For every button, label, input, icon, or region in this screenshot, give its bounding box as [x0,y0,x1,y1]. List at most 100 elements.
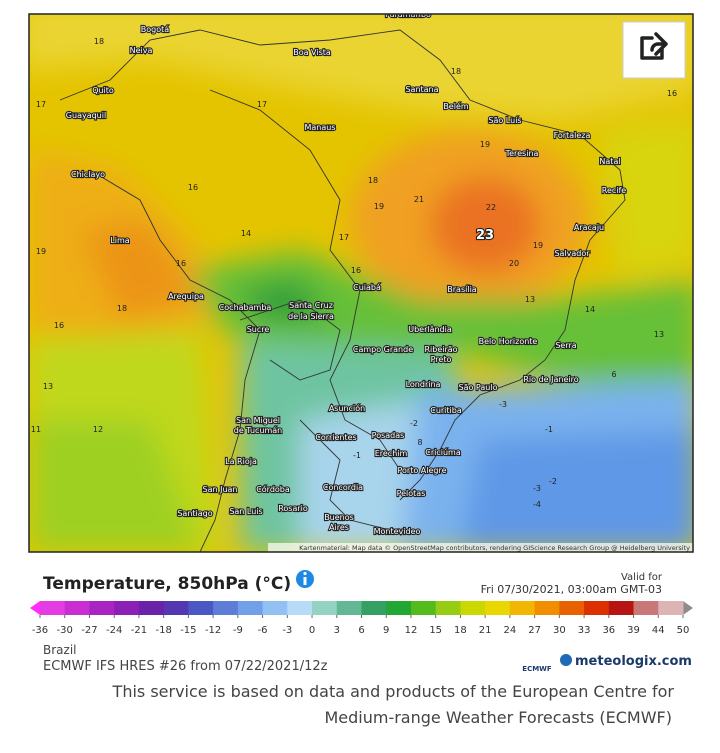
colorbar-tick-label: -36 [32,625,48,636]
colorbar-segment [410,601,437,615]
contour-label: 20 [509,259,519,268]
city-label: Cochabamba [219,303,272,312]
contour-label: 17 [36,100,46,109]
colorbar-segment [386,601,412,615]
city-label: Criciúma [425,448,461,457]
contour-label: 19 [533,241,543,250]
colorbar-segment [188,601,214,615]
contour-label: -3 [533,484,541,493]
contour-label: -1 [545,425,553,434]
city-label: Lima [110,236,129,245]
city-label: Guayaquil [66,111,106,120]
region: Brazil [43,643,77,657]
city-label: Rosario [278,504,308,513]
city-label: Aires [329,523,349,532]
valid-time: Fri 07/30/2021, 03:00am GMT-03 [481,583,662,596]
contour-label: 23 [476,228,494,243]
city-label: Asunción [329,403,365,413]
city-label: San Juan [203,485,238,494]
city-label: Posadas [372,431,405,440]
colorbar-tick-label: 36 [602,625,615,636]
info-icon[interactable] [296,570,314,588]
city-label: San Miguel [236,416,280,425]
contour-label: 19 [480,140,490,149]
city-label: Natal [599,157,620,166]
city-label: Concordia [323,483,363,492]
brand: meteologix.com [575,654,692,669]
city-label: Chiclayo [71,170,105,179]
contour-label: 8 [417,438,422,447]
city-label: Arequipa [168,292,204,301]
colorbar-tick-label: 50 [677,625,690,636]
city-label: Aracaju [574,223,604,232]
city-label: Pelotas [397,489,426,498]
colorbar-segment [213,601,239,615]
colorbar-tick-label: 27 [528,625,541,636]
colorbar-segment [138,601,165,615]
city-label: Buenos [324,513,354,522]
colorbar-segment [64,601,90,615]
colorbar-tick-label: -9 [233,625,243,636]
city-label: Londrina [406,380,441,389]
contour-label: -2 [410,419,418,428]
city-label: Curitiba [430,406,462,415]
city-label: de la Sierra [288,312,334,321]
city-label: Campo Grande [353,345,413,354]
legend-title: Temperature, 850hPa (°C) [43,574,291,594]
contour-label: 19 [374,202,384,211]
city-label: Santiago [177,509,212,518]
city-label: Santa Cruz [289,301,333,310]
city-label: Montevideo [374,527,421,536]
colorbar-segment [89,601,115,615]
contour-label: 18 [451,67,461,76]
valid-label: Valid for [621,572,663,583]
attribution: Kartenmaterial: Map data © OpenStreetMap… [299,544,690,552]
colorbar-tick-label: 15 [429,625,442,636]
colorbar-segment [336,601,362,615]
contour-label: 16 [54,321,64,330]
brand-icon [560,654,572,666]
colorbar-tick-label: 0 [309,625,315,636]
temperature-field [29,14,693,552]
colorbar-over [683,601,693,615]
contour-label: 16 [667,89,677,98]
colorbar-tick-label: -27 [81,625,97,636]
model-run: ECMWF IFS HRES #26 from 07/22/2021/12z [43,659,328,674]
city-label: Bogotá [141,25,169,34]
contour-label: 13 [654,330,664,339]
city-label: Salvador [554,249,590,258]
city-label: Sucre [247,325,270,334]
colorbar-tick-label: 33 [578,625,591,636]
contour-label: 21 [414,195,424,204]
ecmwf-logo: ECMWF [522,665,552,673]
share-icon [640,32,668,60]
colorbar-tick-label: 30 [553,625,566,636]
colorbar-segment [534,601,560,615]
colorbar-segment [163,601,189,615]
contour-label: 13 [43,382,53,391]
colorbar-segment [435,601,461,615]
map: Kartenmaterial: Map data © OpenStreetMap… [29,14,693,552]
disclaimer-line: Medium-range Weather Forecasts (ECMWF) [324,708,672,727]
city-label: Neiva [130,46,153,55]
share-button[interactable] [622,21,686,79]
colorbar-tick-label: 12 [405,625,418,636]
colorbar-segment [237,601,264,615]
contour-label: 22 [486,203,496,212]
city-label: Erechim [375,449,408,458]
colorbar: -36 -30 -27 -24 -21 -18 -15 -12 -9 -6 -3 0 3 6 9 12 15 18… [30,601,693,636]
colorbar-segment [312,601,338,615]
contour-label: -4 [533,500,541,509]
city-label: Cuiabá [353,283,381,292]
colorbar-segment [287,601,313,615]
city-label: Belo Horizonte [479,337,538,346]
colorbar-tick-label: 18 [454,625,467,636]
colorbar-tick-label: 39 [627,625,640,636]
contour-label: 16 [176,259,186,268]
contour-label: 12 [93,425,103,434]
city-label: Brasília [447,285,477,294]
city-label: São Paulo [459,383,498,392]
colorbar-segment [633,601,659,615]
contour-label: 16 [188,183,198,192]
